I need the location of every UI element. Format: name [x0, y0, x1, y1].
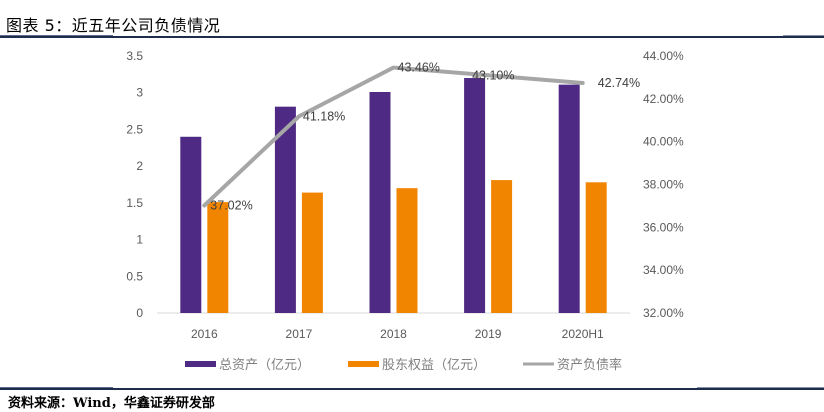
figure-title: 图表 5：近五年公司负债情况 [6, 16, 221, 35]
left-axis-tick-label: 0.5 [126, 269, 143, 283]
bar-equity [207, 202, 229, 313]
right-axis-tick-label: 36.00% [643, 220, 684, 234]
ratio-data-labels: 37.02% 41.18% 43.46% 43.10% 42.74% [210, 61, 640, 213]
legend-label: 总资产（亿元） [219, 358, 310, 373]
bar-total-assets [274, 106, 296, 313]
bar-equity [491, 180, 513, 313]
left-axis-tick-label: 2 [136, 159, 143, 173]
legend-swatch-ratio [523, 362, 554, 366]
right-axis-tick-label: 40.00% [643, 135, 684, 149]
legend-swatch-equity [348, 361, 379, 367]
legend-label: 资产负债率 [557, 357, 622, 373]
bar-total-assets [558, 84, 580, 313]
ratio-data-label: 41.18% [303, 109, 345, 123]
right-axis-tick-label: 34.00% [643, 263, 684, 277]
x-axis-tick-label: 2020H1 [562, 327, 604, 341]
title-rule-accent-right [783, 35, 824, 36]
title-rule [0, 36, 824, 38]
right-axis-tick-label: 44.00% [643, 49, 684, 63]
ratio-data-label: 42.74% [598, 76, 640, 90]
footer-rule [0, 388, 824, 390]
bar-total-assets [464, 78, 486, 314]
title-rule-accent [0, 35, 113, 36]
ratio-data-label: 37.02% [210, 198, 252, 212]
right-axis-tick-label: 42.00% [643, 92, 684, 106]
source-note: 资料来源：Wind，华鑫证券研发部 [8, 396, 215, 411]
bar-total-assets [369, 91, 391, 313]
bar-equity [396, 188, 418, 313]
left-axis-tick-label: 2.5 [126, 122, 143, 136]
ratio-line [202, 65, 585, 208]
x-axis-tick-label: 2018 [380, 327, 407, 341]
bar-total-assets [180, 136, 202, 313]
bar-equity [301, 192, 323, 313]
right-axis-ticks: 32.00% 34.00% 36.00% 38.00% 40.00% 42.00% 44.0… [643, 49, 684, 320]
x-axis-tick-label: 2017 [286, 327, 313, 341]
bars [180, 78, 607, 314]
legend: 总资产（亿元） 股东权益（亿元） 资产负债率 [185, 357, 622, 373]
legend-swatch-total-assets [185, 361, 216, 367]
x-axis-tick-label: 2016 [191, 327, 218, 341]
left-axis-tick-label: 1 [136, 233, 143, 247]
legend-label: 股东权益（亿元） [382, 357, 486, 373]
right-axis-tick-label: 32.00% [643, 306, 684, 320]
ratio-data-label: 43.46% [398, 61, 440, 75]
footer-rule-accent-right [697, 387, 824, 388]
left-axis-ticks: 0 0.5 1 1.5 2 2.5 3 3.5 [126, 49, 143, 320]
bar-equity [585, 182, 607, 313]
right-axis-tick-label: 38.00% [643, 178, 684, 192]
category-labels: 2016 2017 2018 2019 2020H1 [191, 327, 604, 341]
left-axis-tick-label: 1.5 [126, 196, 143, 210]
left-axis-tick-label: 3 [136, 86, 143, 100]
ratio-line-series [202, 65, 585, 208]
left-axis-tick-label: 3.5 [126, 49, 143, 63]
footer-rule-accent [0, 387, 113, 388]
left-axis-tick-label: 0 [136, 306, 143, 320]
ratio-data-label: 43.10% [472, 68, 514, 82]
x-axis-tick-label: 2019 [475, 327, 502, 341]
